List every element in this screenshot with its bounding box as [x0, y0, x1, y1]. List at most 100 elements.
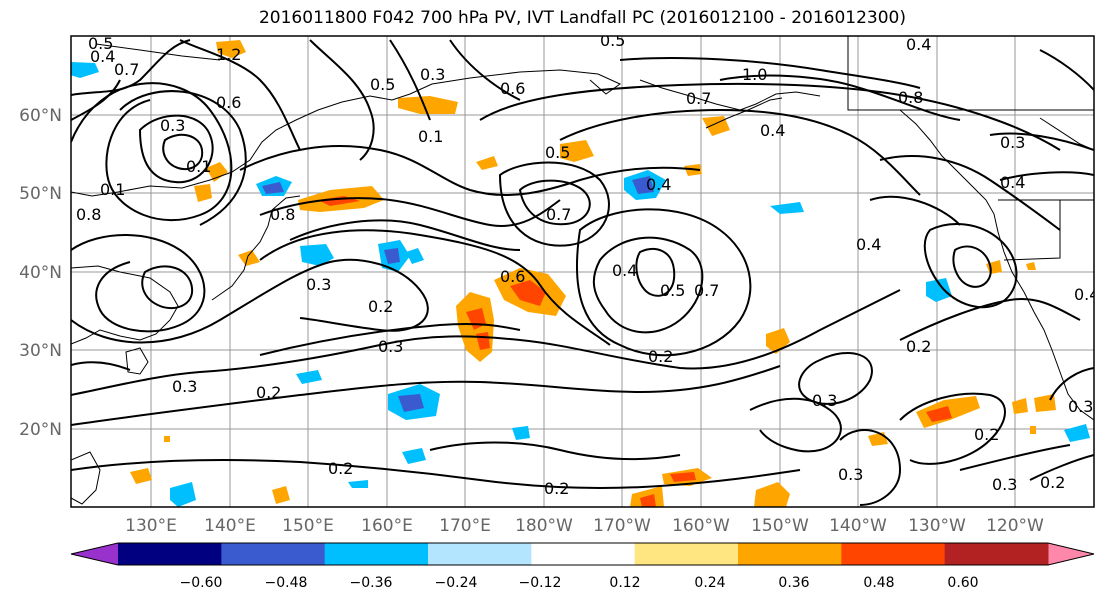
longitude-labels: 130°E 140°E 150°E 160°E 170°E 180°W 170°… [125, 516, 1044, 536]
contour-line [389, 39, 431, 121]
contour-label: 0.3 [812, 391, 837, 410]
contour-label: 0.3 [420, 65, 445, 84]
colorbar-tick-label: 0.36 [778, 575, 809, 591]
positive-patch [1030, 426, 1036, 434]
graticule [71, 36, 1094, 507]
contour-label: 0.3 [172, 377, 197, 396]
map-title: 2016011800 F042 700 hPa PV, IVT Landfall… [258, 8, 906, 28]
lat-tick-label: 50°N [19, 184, 62, 204]
contour-label: 0.8 [898, 88, 923, 107]
colorbar-tick-label: 0.24 [694, 575, 725, 591]
lat-tick-label: 20°N [19, 420, 62, 440]
negative-patch [296, 370, 322, 384]
contour-line [71, 234, 206, 333]
contour-label: 1.2 [216, 45, 241, 64]
contour-label: 0.5 [545, 143, 570, 162]
lon-tick-label: 180°W [515, 516, 573, 536]
colorbar-ticks: −0.60 −0.48 −0.36 −0.24 −0.12 0.12 0.24 … [180, 575, 979, 591]
contour-line [71, 79, 121, 121]
contour-label: 0.7 [114, 60, 139, 79]
contour-label: 0.8 [76, 205, 101, 224]
contour-line [162, 133, 204, 170]
contour-label: 0.4 [646, 175, 671, 194]
contour-line [989, 132, 1094, 151]
contour-label: 0.3 [1000, 133, 1025, 152]
contour-label: 0.4 [856, 235, 881, 254]
contour-label: 0.5 [660, 281, 685, 300]
positive-patch [476, 156, 498, 170]
contour-label: 0.2 [256, 383, 281, 402]
lon-tick-label: 150°E [282, 516, 334, 536]
contour-label: 0.1 [100, 180, 125, 199]
colorbar: −0.60 −0.48 −0.36 −0.24 −0.12 0.12 0.24 … [70, 542, 1095, 591]
contour-label: 0.3 [160, 116, 185, 135]
contour-label: 0.1 [186, 157, 211, 176]
contour-line [71, 365, 781, 426]
colorbar-extend-high [1048, 543, 1094, 565]
coastline [71, 265, 179, 345]
colorbar-tick-label: −0.24 [435, 575, 478, 591]
positive-patch [272, 486, 290, 504]
lon-tick-label: 150°W [751, 516, 809, 536]
contour-labels: 0.5 0.7 0.4 0.3 0.5 1.0 0.7 0.8 0.4 0.3 … [76, 35, 1099, 498]
colorbar-bin [531, 543, 636, 565]
colorbar-bin [944, 543, 1049, 565]
contour-line [1029, 454, 1094, 481]
contour-line [71, 258, 429, 344]
lon-tick-label: 170°W [593, 516, 651, 536]
contour-line [749, 397, 842, 453]
colorbar-bins [118, 543, 1049, 565]
contour-label: 0.2 [328, 459, 353, 478]
contour-label: 0.2 [906, 337, 931, 356]
contour-line [576, 208, 752, 357]
contour-label: 0.4 [1074, 285, 1099, 304]
colorbar-extend-low [71, 543, 118, 565]
coastline [211, 195, 301, 301]
border-line [1003, 200, 1061, 261]
lon-tick-label: 120°W [986, 516, 1044, 536]
contour-label: 0.3 [378, 337, 403, 356]
contour-line [839, 429, 902, 506]
contour-line [518, 179, 591, 226]
contour-line [141, 265, 194, 310]
contour-label: 0.3 [1068, 397, 1093, 416]
contour-line [498, 161, 610, 247]
pv-contours [71, 39, 1094, 506]
colorbar-bin [841, 543, 946, 565]
contour-label: 0.4 [90, 47, 115, 66]
negative-patch [1064, 424, 1090, 442]
contour-line [119, 90, 247, 226]
contour-line [1039, 49, 1094, 91]
positive-patch [510, 280, 546, 306]
positive-patch [1026, 262, 1036, 270]
contour-label: 0.4 [906, 35, 931, 54]
negative-patch [384, 248, 400, 264]
negative-patch [300, 244, 334, 266]
coastline [71, 69, 621, 197]
contour-label: 0.6 [500, 79, 525, 98]
contour-line [259, 229, 611, 346]
negative-patch [348, 480, 368, 488]
positive-patch [560, 140, 594, 162]
colorbar-bin [221, 543, 326, 565]
contour-line [619, 57, 921, 89]
positive-patch [754, 482, 790, 507]
colorbar-outline [70, 542, 1095, 566]
negative-patch [398, 394, 424, 412]
lat-tick-label: 60°N [19, 106, 62, 126]
positive-patch [216, 40, 246, 58]
colorbar-bin [118, 543, 222, 565]
contour-line [71, 289, 901, 396]
contour-line [559, 108, 921, 196]
contour-label: 0.7 [694, 281, 719, 300]
contour-label: 0.3 [838, 465, 863, 484]
contour-line [429, 441, 681, 461]
contour-line [179, 39, 301, 151]
negative-patch [71, 62, 99, 78]
colorbar-bin [634, 543, 739, 565]
negative-patch [262, 182, 284, 194]
colorbar-tick-label: −0.48 [265, 575, 308, 591]
contour-line [1049, 367, 1094, 401]
contour-line [259, 322, 521, 356]
positive-patch [206, 162, 228, 182]
